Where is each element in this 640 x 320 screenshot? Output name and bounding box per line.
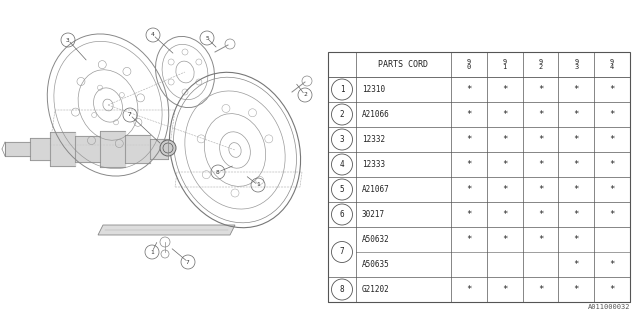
Text: 4: 4 bbox=[340, 160, 344, 169]
Text: *: * bbox=[502, 185, 508, 194]
Text: *: * bbox=[609, 85, 615, 94]
Text: *: * bbox=[609, 210, 615, 219]
Text: *: * bbox=[502, 85, 508, 94]
Text: *: * bbox=[502, 235, 508, 244]
Text: *: * bbox=[573, 210, 579, 219]
Text: 7: 7 bbox=[128, 113, 132, 117]
Text: 3: 3 bbox=[340, 135, 344, 144]
Polygon shape bbox=[98, 225, 235, 235]
Text: A50632: A50632 bbox=[362, 235, 390, 244]
Text: 3: 3 bbox=[66, 37, 70, 43]
Text: PARTS CORD: PARTS CORD bbox=[378, 60, 429, 69]
Text: 8: 8 bbox=[216, 170, 220, 174]
Text: 12310: 12310 bbox=[362, 85, 385, 94]
Text: 12333: 12333 bbox=[362, 160, 385, 169]
Text: *: * bbox=[538, 85, 543, 94]
Text: *: * bbox=[466, 110, 472, 119]
Text: *: * bbox=[538, 110, 543, 119]
Text: *: * bbox=[573, 110, 579, 119]
Text: *: * bbox=[466, 160, 472, 169]
Text: *: * bbox=[609, 160, 615, 169]
Text: 12332: 12332 bbox=[362, 135, 385, 144]
Text: *: * bbox=[466, 185, 472, 194]
Text: *: * bbox=[502, 135, 508, 144]
Bar bbox=[328, 52, 630, 302]
Text: 2: 2 bbox=[303, 92, 307, 98]
Text: *: * bbox=[573, 135, 579, 144]
Text: *: * bbox=[609, 185, 615, 194]
Text: 1: 1 bbox=[150, 250, 154, 254]
Text: 9
1: 9 1 bbox=[502, 59, 507, 70]
Text: 9
4: 9 4 bbox=[610, 59, 614, 70]
Text: A50635: A50635 bbox=[362, 260, 390, 269]
Text: 7: 7 bbox=[340, 247, 344, 257]
Text: *: * bbox=[538, 285, 543, 294]
Text: *: * bbox=[573, 85, 579, 94]
Text: *: * bbox=[573, 260, 579, 269]
Text: *: * bbox=[538, 210, 543, 219]
Text: 9
0: 9 0 bbox=[467, 59, 471, 70]
Text: *: * bbox=[609, 285, 615, 294]
Text: *: * bbox=[502, 160, 508, 169]
Text: *: * bbox=[466, 210, 472, 219]
Text: *: * bbox=[573, 285, 579, 294]
Text: *: * bbox=[609, 260, 615, 269]
Text: *: * bbox=[502, 210, 508, 219]
Text: *: * bbox=[573, 185, 579, 194]
Text: *: * bbox=[573, 235, 579, 244]
Text: *: * bbox=[609, 110, 615, 119]
Text: 5: 5 bbox=[340, 185, 344, 194]
Text: *: * bbox=[538, 135, 543, 144]
Text: 30217: 30217 bbox=[362, 210, 385, 219]
Text: 1: 1 bbox=[340, 85, 344, 94]
Text: 1: 1 bbox=[256, 182, 260, 188]
Text: 2: 2 bbox=[340, 110, 344, 119]
Text: *: * bbox=[609, 135, 615, 144]
Text: *: * bbox=[466, 235, 472, 244]
Text: *: * bbox=[466, 135, 472, 144]
Circle shape bbox=[160, 140, 176, 156]
Text: *: * bbox=[538, 160, 543, 169]
Text: A011000032: A011000032 bbox=[588, 304, 630, 310]
Text: *: * bbox=[502, 285, 508, 294]
Text: G21202: G21202 bbox=[362, 285, 390, 294]
Text: A21066: A21066 bbox=[362, 110, 390, 119]
Text: 9
3: 9 3 bbox=[574, 59, 579, 70]
Text: *: * bbox=[538, 185, 543, 194]
Text: *: * bbox=[502, 110, 508, 119]
Text: 9
2: 9 2 bbox=[538, 59, 543, 70]
Text: A21067: A21067 bbox=[362, 185, 390, 194]
Text: *: * bbox=[538, 235, 543, 244]
Text: 6: 6 bbox=[340, 210, 344, 219]
Text: *: * bbox=[573, 160, 579, 169]
Text: *: * bbox=[466, 285, 472, 294]
Text: 8: 8 bbox=[340, 285, 344, 294]
Text: *: * bbox=[466, 85, 472, 94]
Text: 4: 4 bbox=[151, 33, 155, 37]
Text: 5: 5 bbox=[205, 36, 209, 41]
Text: 7: 7 bbox=[186, 260, 190, 265]
